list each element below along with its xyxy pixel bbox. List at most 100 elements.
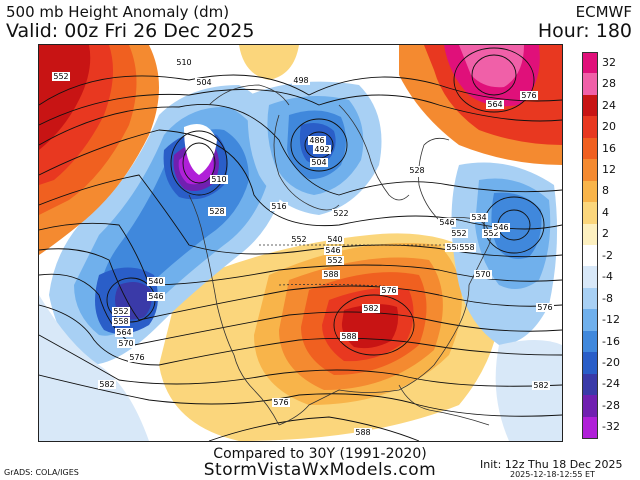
contour-label-bg (520, 91, 538, 100)
contour-label-bg (292, 76, 310, 85)
contour-label: 516 (271, 202, 286, 211)
grads-credit: GrADS: COLA/IGES (4, 468, 79, 477)
contour-label: 486 (309, 136, 324, 145)
colorbar-swatch (582, 245, 598, 267)
contour-label: 510 (176, 58, 191, 67)
colorbar-label: 8 (602, 184, 609, 198)
colorbar-label: -32 (602, 420, 620, 434)
contour-label-bg (322, 270, 340, 279)
contour-label: 564 (116, 328, 131, 337)
model-name: ECMWF (575, 3, 632, 21)
contour-label-bg (326, 256, 344, 265)
contour-label-bg (340, 332, 358, 341)
contour-label: 528 (409, 166, 424, 175)
colorbar-label: -20 (602, 355, 620, 369)
contour-label: 552 (327, 256, 342, 265)
contour-label: 576 (273, 398, 288, 407)
forecast-hour: Hour: 180 (537, 20, 632, 42)
contour-label: 552 (451, 229, 466, 238)
contour-label: 510 (211, 175, 226, 184)
contour-label: 582 (363, 304, 378, 313)
colorbar-swatch (582, 116, 598, 139)
contour-label-bg (458, 243, 476, 252)
colorbar-swatch (582, 137, 598, 160)
contour-label: 540 (327, 235, 342, 244)
colorbar-swatch (582, 52, 598, 75)
contour-label-bg (195, 78, 213, 87)
colorbar-swatch (582, 202, 598, 225)
contour-label-bg (128, 353, 146, 362)
colorbar-swatch (582, 94, 598, 117)
colorbar-label: 24 (602, 98, 616, 112)
contour-label-bg (474, 270, 492, 279)
contour-label-bg (354, 428, 372, 437)
contour-label: 558 (459, 243, 474, 252)
map-svg: 5525045104984864925044985105165225285285… (39, 45, 562, 441)
contour-label: 540 (148, 277, 163, 286)
map-title: 500 mb Height Anomaly (dm) (6, 3, 230, 21)
contour-label: 582 (99, 380, 114, 389)
colorbar-label: 4 (602, 205, 609, 219)
contour-label: 570 (118, 339, 133, 348)
colorbar-label: -12 (602, 313, 620, 327)
contour-label-bg (408, 166, 426, 175)
contour-label-bg (112, 317, 130, 326)
contour-label: 570 (475, 270, 490, 279)
colorbar-swatch (582, 287, 598, 310)
colorbar-swatch (582, 352, 598, 375)
contour-label: 546 (493, 223, 508, 232)
contour-labels: 5525045104984864925044985105165225285285… (52, 58, 554, 437)
contour-label: 564 (487, 100, 502, 109)
contour-label-bg (308, 136, 326, 145)
contour-label-bg (52, 72, 70, 81)
anomaly-map: 5525045104984864925044985105165225285285… (38, 44, 563, 442)
contour-label: 588 (323, 270, 338, 279)
contour-label: 528 (209, 207, 224, 216)
contour-label-bg (272, 398, 290, 407)
contour-label: 546 (325, 246, 340, 255)
valid-time: Valid: 00z Fri 26 Dec 2025 (6, 20, 255, 42)
colorbar-label: 12 (602, 162, 616, 176)
contour-label: 558 (446, 243, 461, 252)
contour-label: 576 (129, 353, 144, 362)
contour-label-bg (445, 243, 463, 252)
colorbar-label: -4 (602, 270, 613, 284)
contour-label-bg (486, 100, 504, 109)
colorbar-swatch (582, 180, 598, 203)
contour-label-bg (482, 229, 500, 238)
contour-label-bg (362, 304, 380, 313)
contour-label: 534 (471, 213, 486, 222)
colorbar-swatch (582, 395, 598, 418)
contour-label: 552 (291, 235, 306, 244)
contour-label-bg (175, 58, 193, 67)
colorbar-label: -28 (602, 398, 620, 412)
contour-label-bg (450, 229, 468, 238)
contour-label: 552 (53, 72, 68, 81)
contour-label: 552 (113, 307, 128, 316)
contour-label: 546 (148, 292, 163, 301)
contour-label: 492 (314, 145, 329, 154)
colorbar-label: 16 (602, 141, 616, 155)
contour-label: 504 (196, 78, 211, 87)
contour-label-bg (115, 328, 133, 337)
colorbar-swatch (582, 159, 598, 182)
colorbar-label: -16 (602, 334, 620, 348)
height-contours (39, 47, 562, 441)
contour-label: 588 (355, 428, 370, 437)
colorbar-swatch (582, 416, 598, 440)
contour-label-bg (290, 235, 308, 244)
contour-label: 582 (533, 381, 548, 390)
contour-label-bg (98, 380, 116, 389)
contour-label-bg (270, 202, 288, 211)
colorbar-swatch (582, 266, 598, 289)
contour-label: 558 (113, 317, 128, 326)
site-name: StormVistaWxModels.com (203, 460, 437, 480)
colorbar-label: 2 (602, 227, 609, 241)
contour-label-bg (470, 213, 488, 222)
contour-label: 552 (483, 229, 498, 238)
contour-label-bg (332, 209, 350, 218)
contour-label: 576 (521, 91, 536, 100)
colorbar-label: 28 (602, 77, 616, 91)
contour-label-bg (147, 292, 165, 301)
contour-label-bg (112, 307, 130, 316)
